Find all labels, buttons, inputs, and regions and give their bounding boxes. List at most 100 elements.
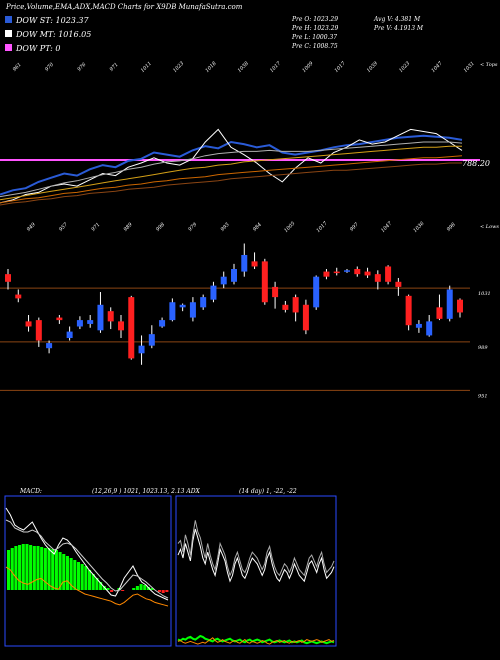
candle-body <box>118 321 124 331</box>
legend-swatch-mt <box>5 30 12 37</box>
histogram-bar <box>157 590 162 592</box>
adx-params: (14 day) 1, -22, -22 <box>239 488 297 495</box>
candle-body <box>56 317 63 321</box>
candle-body <box>210 285 217 300</box>
candle-body <box>179 304 186 308</box>
histogram-bar <box>99 582 103 590</box>
candle-panel: < Lows 1031 989 951 <box>0 224 499 399</box>
histogram-bar <box>54 550 58 590</box>
ema-line-blue <box>0 134 463 196</box>
candle-body <box>272 286 279 298</box>
histogram-bar <box>106 588 110 590</box>
candle-body <box>220 276 227 285</box>
stat-avg-volume: Avg V: 4.381 M <box>373 16 421 23</box>
bottom-tick-label: 971 <box>90 222 101 233</box>
ema-line-orange <box>0 155 463 204</box>
top-tick-label: 1023 <box>172 61 185 74</box>
histogram-bar <box>110 590 114 592</box>
top-tick-label: 1047 <box>430 60 444 74</box>
adx-box <box>175 495 337 647</box>
candle-body <box>107 311 114 322</box>
histogram-bar <box>62 554 66 590</box>
histogram-bar <box>88 570 92 590</box>
ema-line-grey <box>0 141 463 198</box>
histogram-bar <box>132 588 136 590</box>
candle-body <box>46 343 53 349</box>
candle-body <box>138 345 145 354</box>
top-tick-label: 970 <box>44 61 56 73</box>
candle-body <box>66 331 73 338</box>
candle-body <box>189 302 196 318</box>
top-ticks: 961 970 976 971 1011 1023 1018 1038 1017 1009 1017… <box>12 60 476 74</box>
ema-line-gold <box>0 145 462 201</box>
top-tick-label: 976 <box>76 61 88 73</box>
bottom-tick-label: 998 <box>446 222 457 233</box>
candle-body <box>415 323 422 328</box>
top-tick-label: 1023 <box>398 61 411 74</box>
candle-body <box>457 299 463 313</box>
bottom-tick-label: 1005 <box>283 221 296 234</box>
candle-body <box>344 270 350 272</box>
candle-body <box>292 297 299 313</box>
histogram-bar <box>161 590 165 593</box>
legend-label-pt: DOW PT: 0 <box>15 44 61 53</box>
histogram-bar <box>95 578 99 590</box>
stats-left: Pre O: 1023.29 Pre H: 1023.29 Pre L: 100… <box>291 16 339 50</box>
top-tick-label: 961 <box>12 62 23 73</box>
macd-params: (12,26,9 ) 1021, 1023.13, 2.13 ADX <box>92 488 201 495</box>
bottom-tick-label: 993 <box>220 222 231 233</box>
stat-open: Pre O: 1023.29 <box>291 16 338 23</box>
histogram-bar <box>102 586 106 590</box>
histogram-bar <box>80 564 84 590</box>
macd-box <box>4 495 172 647</box>
candle-body <box>385 266 392 282</box>
top-tick-label: 1009 <box>301 60 315 74</box>
plus-di-line <box>177 634 335 645</box>
bottom-tick-label: 1017 <box>315 220 329 234</box>
histogram-bar <box>7 550 11 590</box>
stat-high: Pre H: 1023.29 <box>291 25 339 32</box>
adx-line <box>177 528 335 583</box>
adx-line-grey <box>177 520 335 577</box>
macd-panel: MACD: (12,26,9 ) 1021, 1023.13, 2.13 ADX <box>4 488 201 647</box>
histogram-bar <box>150 588 154 590</box>
histogram-bar <box>29 545 33 590</box>
bottom-tick-label: 1047 <box>380 220 394 234</box>
bottom-tick-label: 1036 <box>412 220 426 234</box>
candle-body <box>302 304 309 331</box>
candle-body <box>374 274 381 282</box>
histogram-bar <box>121 590 125 591</box>
bottom-tick-label: 949 <box>26 221 38 233</box>
histogram-bar <box>69 558 73 590</box>
macd-label: MACD: <box>19 488 42 495</box>
histogram-bar <box>146 587 150 590</box>
signal-line <box>5 519 169 599</box>
histogram-bar <box>21 544 25 590</box>
candle-body <box>333 271 340 274</box>
histogram-bar <box>76 562 81 590</box>
top-tick-label: 1017 <box>269 60 283 74</box>
histogram-bar <box>65 556 69 590</box>
candle-body <box>200 297 207 308</box>
stats-right: Avg V: 4.381 M Pre V: 4.1913 M <box>373 16 424 32</box>
macd-lines <box>5 507 169 607</box>
bottom-tick-label: 998 <box>155 222 166 233</box>
macd-orange-line <box>5 566 169 607</box>
top-tick-label: 1031 <box>463 61 476 74</box>
bottom-tick-label: 984 <box>252 222 263 233</box>
chart-title: Price,Volume,EMA,ADX,MACD Charts for X9D… <box>5 3 243 11</box>
candle-body <box>5 274 11 282</box>
tops-label: < Tops <box>480 62 498 68</box>
candle-body <box>148 334 155 346</box>
candle-body <box>241 254 248 272</box>
top-tick-label: 1018 <box>204 61 217 74</box>
candle-body <box>25 321 32 327</box>
top-tick-label: 971 <box>109 62 120 73</box>
histogram-bar <box>58 552 62 590</box>
histogram-bar <box>32 546 36 590</box>
legend: DOW ST: 1023.37 DOW MT: 1016.05 DOW PT: … <box>5 16 91 53</box>
stat-close: Pre C: 1008.75 <box>291 43 338 50</box>
candle-body <box>426 321 433 336</box>
histogram-bar <box>36 546 40 590</box>
